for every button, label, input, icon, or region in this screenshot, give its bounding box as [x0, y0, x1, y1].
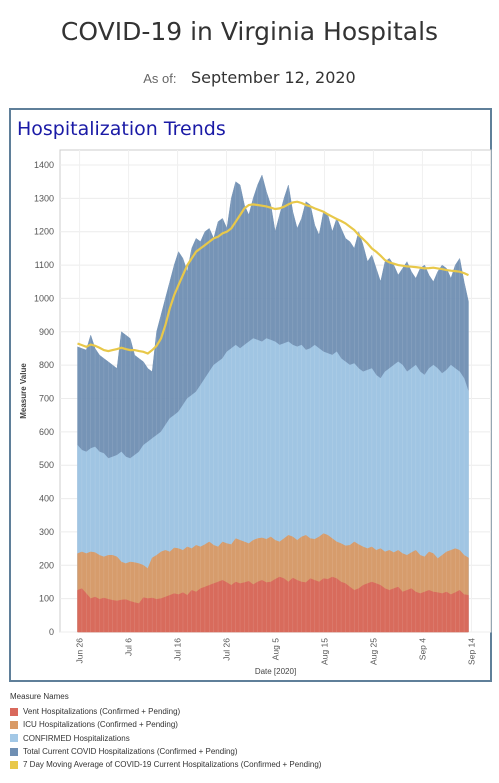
y-tick-label: 600	[39, 427, 54, 437]
x-tick-label: Aug 25	[368, 638, 378, 665]
y-tick-label: 1300	[34, 193, 54, 203]
legend-swatch	[10, 720, 18, 729]
legend-swatch	[10, 734, 18, 743]
y-tick-label: 900	[39, 327, 54, 337]
y-tick-label: 0	[49, 627, 54, 637]
y-tick-label: 800	[39, 360, 54, 370]
y-tick-label: 1000	[34, 293, 54, 303]
y-tick-label: 100	[39, 594, 54, 604]
legend: Measure Names Vent Hospitalizations (Con…	[10, 692, 321, 771]
legend-item-icu[interactable]: ICU Hospitalizations (Confirmed + Pendin…	[10, 718, 321, 731]
y-tick-label: 200	[39, 560, 54, 570]
y-axis-title: Measure Value	[19, 363, 28, 419]
y-tick-label: 1400	[34, 160, 54, 170]
x-axis-title: Date [2020]	[255, 667, 296, 676]
y-tick-label: 700	[39, 394, 54, 404]
legend-item-confirmed[interactable]: CONFIRMED Hospitalizations	[10, 732, 321, 745]
legend-swatch	[10, 747, 18, 756]
x-tick-label: Jul 16	[173, 638, 183, 661]
x-tick-label: Aug 15	[319, 638, 329, 665]
page-title: COVID-19 in Virginia Hospitals	[60, 17, 439, 46]
x-tick-label: Jun 26	[75, 638, 85, 664]
vent-area	[77, 576, 469, 633]
panel-title: Hospitalization Trends	[17, 118, 226, 140]
x-tick-label: Sep 4	[417, 638, 427, 660]
x-tick-label: Sep 14	[466, 638, 476, 665]
legend-item-vent[interactable]: Vent Hospitalizations (Confirmed + Pendi…	[10, 705, 321, 718]
y-tick-label: 1100	[35, 260, 54, 270]
legend-label: 7 Day Moving Average of COVID-19 Current…	[23, 760, 322, 770]
x-tick-label: Jul 6	[124, 638, 134, 656]
x-tick-label: Jul 26	[222, 638, 232, 661]
x-tick-label: Aug 5	[271, 638, 281, 660]
moving-average-line	[77, 200, 469, 355]
hospitalization-trends-chart[interactable]: 0 100 200 300 400 500 600 700 800 900 1000 1100 1200…	[0, 0, 499, 690]
legend-swatch	[10, 760, 18, 769]
as-of-row: As of: September 12, 2020	[0, 68, 499, 88]
legend-label: CONFIRMED Hospitalizations	[23, 733, 130, 743]
legend-title: Measure Names	[10, 692, 69, 701]
legend-label: Vent Hospitalizations (Confirmed + Pendi…	[23, 707, 181, 717]
as-of-label: As of:	[143, 71, 177, 86]
y-tick-label: 500	[39, 460, 54, 470]
legend-label: ICU Hospitalizations (Confirmed + Pendin…	[23, 720, 178, 730]
legend-item-moving-average[interactable]: 7 Day Moving Average of COVID-19 Current…	[10, 758, 321, 771]
y-tick-label: 1200	[34, 227, 54, 237]
legend-label: Total Current COVID Hospitalizations (Co…	[23, 747, 238, 757]
y-tick-label: 400	[39, 494, 54, 504]
y-tick-label: 300	[39, 527, 54, 537]
legend-swatch	[10, 707, 18, 716]
as-of-date: September 12, 2020	[190, 68, 356, 87]
legend-item-total[interactable]: Total Current COVID Hospitalizations (Co…	[10, 745, 321, 758]
